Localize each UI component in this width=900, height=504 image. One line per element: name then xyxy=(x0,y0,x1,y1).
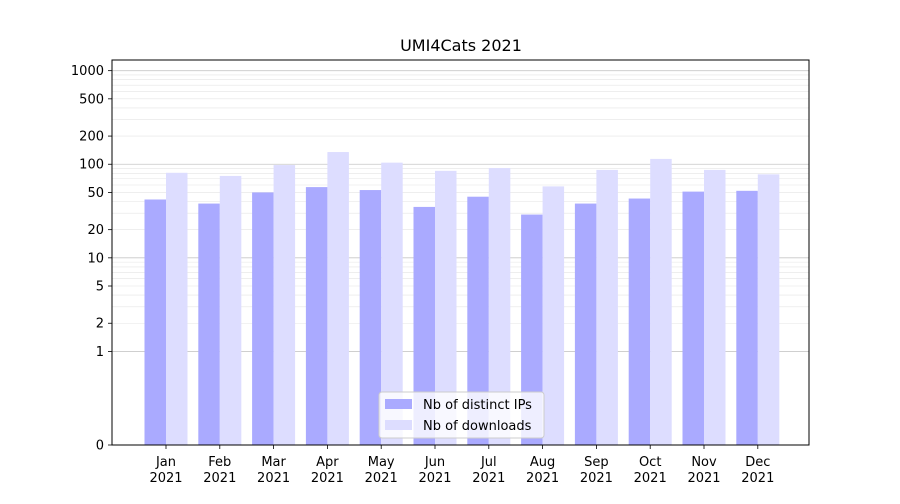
axes: 0 1 2 5 10 20 50 100 200 500 1000 Jan 2021 Feb 2021 Mar… xyxy=(71,59,810,486)
bar xyxy=(574,203,597,445)
bar xyxy=(596,169,618,445)
x-tick-label: Oct 2021 xyxy=(634,455,667,486)
chart-title: UMI4Cats 2021 xyxy=(400,36,522,55)
bar xyxy=(166,172,188,445)
x-tick-label: Dec 2021 xyxy=(741,455,774,486)
x-tick-label: Apr 2021 xyxy=(311,455,344,486)
bar xyxy=(736,190,758,445)
y-tick-label: 2 xyxy=(96,317,104,332)
bar xyxy=(650,158,672,446)
x-tick-label: May 2021 xyxy=(365,455,398,486)
legend-box xyxy=(378,391,545,439)
bar xyxy=(219,175,242,445)
bar xyxy=(704,169,726,445)
y-tick-label: 50 xyxy=(87,186,104,201)
bar xyxy=(757,174,780,445)
x-tick-label: Aug 2021 xyxy=(526,455,559,486)
bar xyxy=(359,190,382,445)
bar xyxy=(435,170,457,446)
y-tick-label: 10 xyxy=(87,251,104,266)
bar xyxy=(327,152,349,445)
legend-label: Nb of downloads xyxy=(423,419,532,434)
y-tick-label: 1000 xyxy=(71,64,104,79)
x-tick-label: Sep 2021 xyxy=(580,455,613,486)
plot-frame xyxy=(111,59,810,446)
bar xyxy=(542,186,565,445)
y-tick-label: 20 xyxy=(87,223,104,238)
bar xyxy=(305,187,328,445)
bar xyxy=(413,206,435,445)
bar xyxy=(252,192,274,445)
bar xyxy=(144,199,166,445)
y-tick-label: 200 xyxy=(79,130,104,145)
bar xyxy=(628,198,651,445)
y-tick-label: 0 xyxy=(96,439,104,454)
x-tick-label: Jun 2021 xyxy=(418,455,451,486)
legend-label: Nb of distinct IPs xyxy=(423,398,532,413)
bar xyxy=(467,196,489,445)
bar xyxy=(521,214,543,445)
legend: Nb of distinct IPs Nb of downloads xyxy=(378,391,545,439)
x-tick-label: Mar 2021 xyxy=(257,455,290,486)
bar xyxy=(381,162,403,445)
legend-swatch xyxy=(385,420,412,430)
x-tick-label: Jan 2021 xyxy=(149,455,182,486)
y-tick-label: 5 xyxy=(96,280,104,295)
x-tick-label: Feb 2021 xyxy=(203,455,236,486)
y-tick-label: 500 xyxy=(79,92,104,107)
bars xyxy=(144,152,780,446)
legend-swatch xyxy=(385,399,412,409)
bar xyxy=(198,203,220,445)
y-tick-label: 1 xyxy=(96,345,104,360)
bar xyxy=(488,168,511,445)
bar xyxy=(273,165,296,445)
x-tick-label: Nov 2021 xyxy=(687,455,720,486)
y-tick-label: 100 xyxy=(79,158,104,173)
bar xyxy=(682,191,704,445)
x-tick-label: Jul 2021 xyxy=(472,455,505,486)
